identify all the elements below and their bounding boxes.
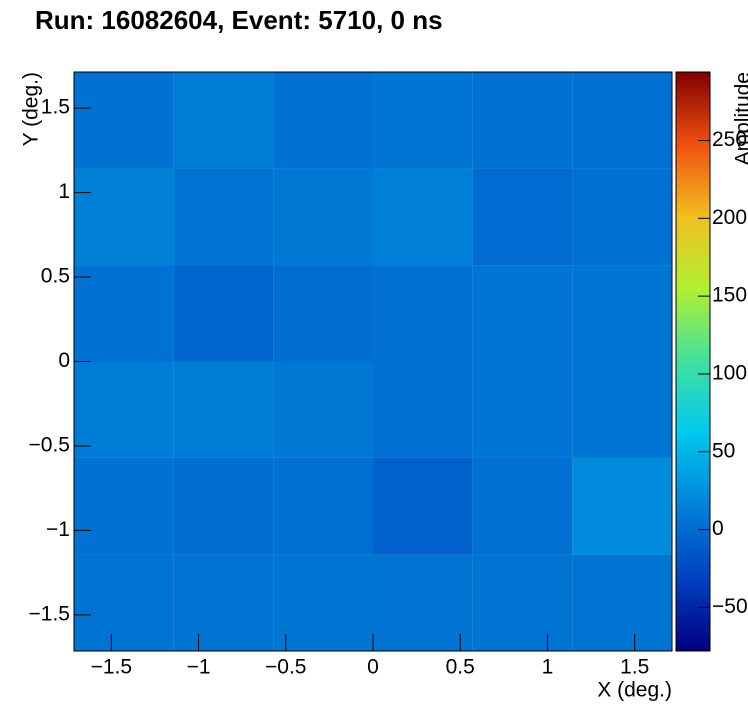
heatmap-cell [572, 554, 672, 651]
heatmap-cell [273, 457, 373, 555]
y-tick-label: 0 [58, 349, 70, 372]
heatmap-cell [74, 361, 174, 458]
heatmap-cell [173, 265, 274, 362]
heatmap-cell [273, 168, 373, 266]
heatmap-cell [572, 361, 672, 458]
chart-title: Run: 16082604, Event: 5710, 0 ns [35, 5, 443, 35]
y-axis-label: Y (deg.) [20, 72, 43, 146]
z-tick-label: 150 [712, 284, 747, 307]
heatmap-cell [373, 265, 473, 362]
heatmap-cell [472, 72, 573, 169]
heatmap-cell [572, 168, 672, 266]
z-tick-label: 250 [712, 128, 747, 151]
heatmap-cell [373, 72, 473, 169]
y-tick-label: −1.5 [29, 602, 70, 625]
x-tick-label: 1.5 [620, 656, 649, 679]
heatmap-cell [74, 168, 174, 266]
z-tick-label: 50 [712, 439, 735, 462]
x-tick-label: 0 [367, 656, 379, 679]
x-tick-label: 1 [542, 656, 554, 679]
heatmap-cell [74, 554, 174, 651]
heatmap-cell [273, 72, 373, 169]
heatmap-cell [173, 554, 274, 651]
heatmap-cell [273, 361, 373, 458]
heatmap-cell [472, 168, 573, 266]
heatmap-cell [273, 265, 373, 362]
z-tick-label: 100 [712, 361, 747, 384]
heatmap-cell [572, 265, 672, 362]
heatmap-cell [472, 457, 573, 555]
heatmap-cell [373, 554, 473, 651]
heatmap-cell [373, 168, 473, 266]
heatmap-cell [173, 361, 274, 458]
heatmap-cell [74, 457, 174, 555]
heatmap-cell [173, 457, 274, 555]
heatmap-cell [173, 72, 274, 169]
heatmap-cell [572, 457, 672, 555]
y-tick-label: −0.5 [29, 433, 70, 456]
heatmap-cell [74, 72, 174, 169]
x-tick-label: −1 [187, 656, 211, 679]
y-tick-label: 1 [58, 180, 70, 203]
heatmap-cell [472, 265, 573, 362]
z-tick-label: 200 [712, 206, 747, 229]
x-tick-label: −1.5 [91, 656, 132, 679]
heatmap-cell [572, 72, 672, 169]
color-bar [675, 71, 711, 652]
y-tick-label: 1.5 [41, 96, 70, 119]
heatmap-cell [373, 361, 473, 458]
x-tick-label: 0.5 [446, 656, 475, 679]
z-tick-label: −50 [712, 595, 748, 618]
heatmap-cell [74, 265, 174, 362]
z-axis-label: Amplitude [732, 72, 748, 165]
x-tick-label: −0.5 [265, 656, 306, 679]
y-tick-label: 0.5 [41, 265, 70, 288]
heatmap-cell [472, 554, 573, 651]
heatmap-cell [373, 457, 473, 555]
heatmap-cell [472, 361, 573, 458]
heatmap-cell [273, 554, 373, 651]
z-tick-label: 0 [712, 517, 724, 540]
y-tick-label: −1 [46, 518, 70, 541]
x-axis-label: X (deg.) [597, 679, 672, 702]
heatmap-cell [173, 168, 274, 266]
